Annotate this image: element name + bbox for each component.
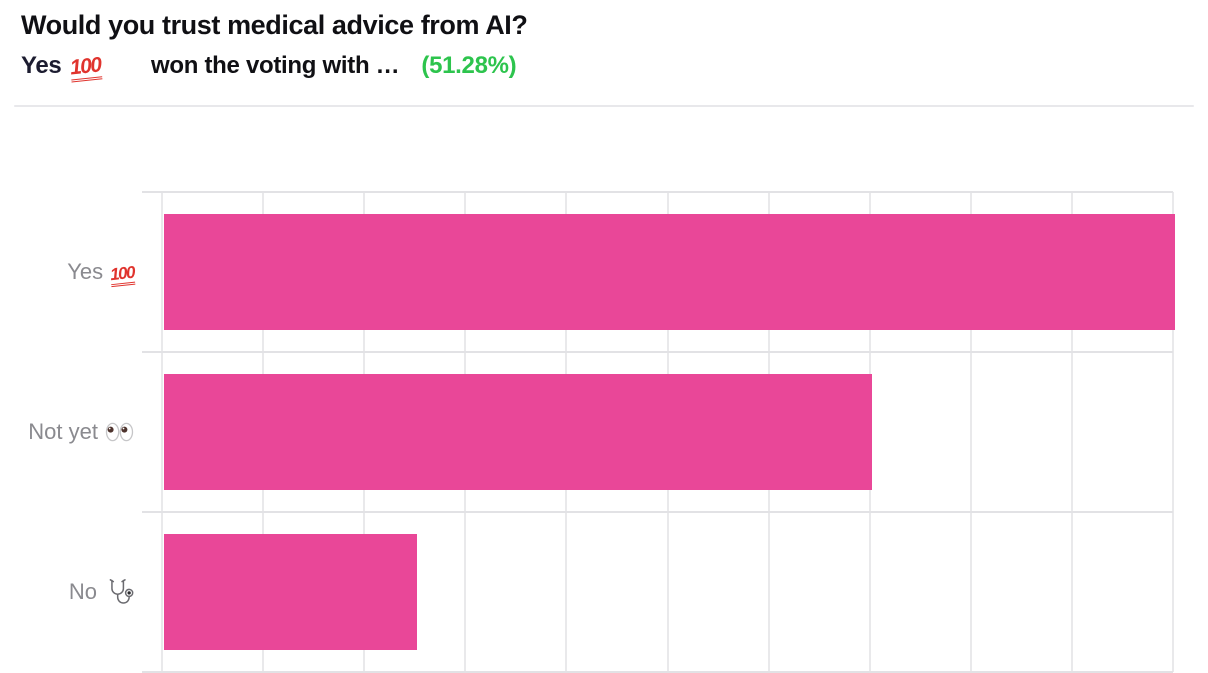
vertical-gridline xyxy=(1070,192,1073,672)
vertical-gridline xyxy=(969,192,972,672)
category-label-no: No xyxy=(0,512,134,672)
plot-area xyxy=(142,191,1175,673)
category-labels: Yes 100 Not yet No xyxy=(0,192,136,672)
poll-winner-summary: Yes 100 won the voting with … (51.28%) xyxy=(21,50,1187,83)
horizontal-gridline xyxy=(142,351,1173,353)
hundred-points-icon: 100 xyxy=(69,50,103,83)
header: Would you trust medical advice from AI? … xyxy=(21,10,1187,83)
vertical-gridline xyxy=(1172,192,1174,672)
horizontal-gridline xyxy=(142,511,1173,513)
category-label-text: Yes xyxy=(67,259,104,284)
category-label-text: No xyxy=(68,579,97,604)
stethoscope-icon xyxy=(104,577,134,607)
vertical-gridline xyxy=(161,192,163,672)
category-label-not-yet: Not yet xyxy=(0,352,134,512)
bar-no xyxy=(164,534,417,650)
result-text: won the voting with … xyxy=(151,51,400,79)
horizontal-gridline xyxy=(142,191,1173,193)
category-label-yes: Yes 100 xyxy=(0,192,136,352)
poll-question-title: Would you trust medical advice from AI? xyxy=(21,10,528,40)
winner-percentage: (51.28%) xyxy=(421,51,517,79)
bar-yes xyxy=(164,214,1175,330)
winner-option-label: Yes xyxy=(21,51,62,79)
header-divider xyxy=(14,105,1194,107)
results-bar-chart: Yes 100 Not yet No xyxy=(0,191,1208,673)
category-label-text: Not yet xyxy=(28,419,98,444)
eyes-icon xyxy=(105,422,134,442)
hundred-points-icon: 100 xyxy=(109,257,136,287)
bar-not-yet xyxy=(164,374,872,490)
